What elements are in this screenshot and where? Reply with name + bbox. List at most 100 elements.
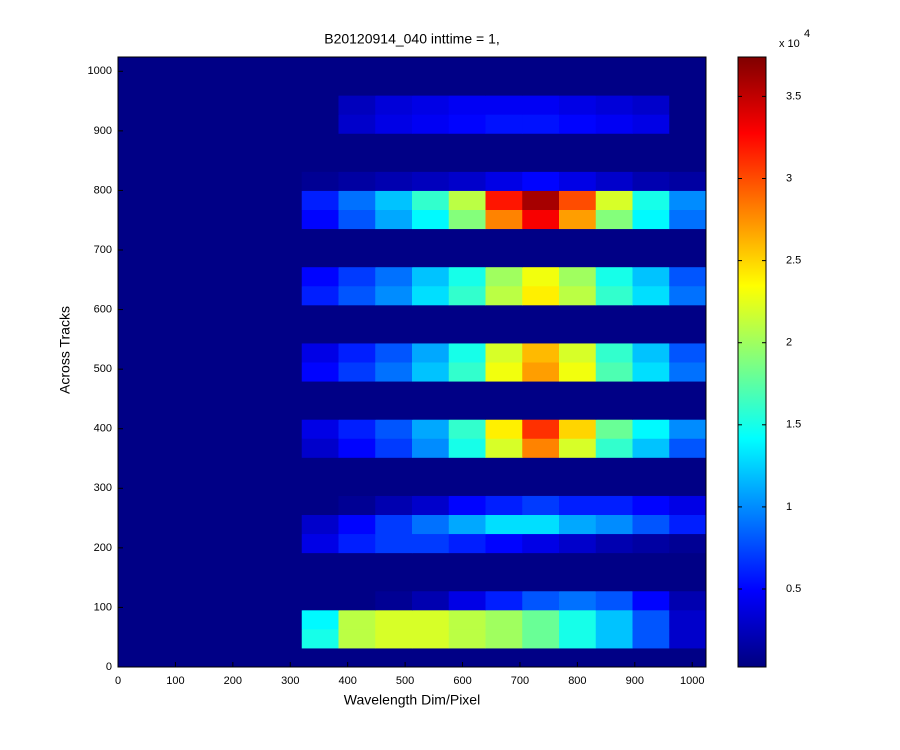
heatmap-cell bbox=[154, 381, 192, 401]
heatmap-cell bbox=[118, 114, 156, 134]
heatmap-cell bbox=[595, 190, 633, 210]
heatmap-cell bbox=[522, 647, 560, 667]
heatmap-cell bbox=[559, 590, 597, 611]
heatmap-cell bbox=[485, 533, 523, 554]
colorbar-tick-label: 2 bbox=[786, 337, 792, 349]
heatmap-cell bbox=[265, 571, 303, 592]
heatmap-cell bbox=[559, 419, 597, 439]
heatmap-cell bbox=[485, 571, 523, 592]
heatmap-cell bbox=[191, 247, 229, 268]
heatmap-cell bbox=[412, 190, 450, 210]
heatmap-cell bbox=[118, 76, 156, 96]
heatmap-cell bbox=[228, 57, 266, 77]
heatmap-cell bbox=[265, 552, 303, 573]
heatmap-cell bbox=[485, 171, 523, 191]
heatmap-cell bbox=[375, 381, 413, 401]
heatmap-cell bbox=[559, 609, 597, 630]
heatmap-cell bbox=[191, 647, 229, 667]
heatmap-cell bbox=[228, 266, 266, 287]
heatmap-cell bbox=[265, 152, 303, 172]
heatmap-cell bbox=[522, 419, 560, 439]
y-tick-label: 1000 bbox=[88, 65, 112, 77]
heatmap-cell bbox=[595, 323, 633, 344]
heatmap-cell bbox=[191, 171, 229, 191]
heatmap-cell bbox=[265, 533, 303, 554]
heatmap-cell bbox=[412, 323, 450, 344]
heatmap-cell bbox=[375, 76, 413, 96]
heatmap-cell bbox=[559, 457, 597, 477]
heatmap-cell bbox=[632, 381, 670, 401]
heatmap-cell bbox=[559, 571, 597, 592]
heatmap-cell bbox=[118, 57, 156, 77]
heatmap-cell bbox=[669, 381, 706, 401]
heatmap-cell bbox=[118, 304, 156, 325]
colorbar-exponent: 4 bbox=[804, 28, 810, 40]
heatmap-cell bbox=[338, 285, 376, 306]
heatmap-cell bbox=[669, 419, 706, 439]
heatmap-cell bbox=[154, 57, 192, 77]
heatmap-cell bbox=[191, 190, 229, 210]
heatmap-cell bbox=[412, 609, 450, 630]
heatmap-cell bbox=[669, 209, 706, 230]
heatmap-cell bbox=[301, 266, 339, 287]
heatmap-cell bbox=[301, 247, 339, 268]
heatmap-cell bbox=[338, 342, 376, 363]
heatmap-cell bbox=[559, 476, 597, 496]
heatmap-cell bbox=[375, 552, 413, 573]
heatmap-cell bbox=[228, 171, 266, 191]
heatmap-cell bbox=[154, 495, 192, 515]
heatmap-cell bbox=[595, 152, 633, 172]
heatmap-cell bbox=[559, 171, 597, 191]
heatmap-cell bbox=[228, 381, 266, 401]
heatmap-cell bbox=[632, 95, 670, 115]
heatmap-cell bbox=[118, 609, 156, 630]
heatmap-cell bbox=[448, 342, 486, 363]
heatmap-cell bbox=[375, 495, 413, 515]
heatmap-cell bbox=[301, 609, 339, 630]
heatmap-cell bbox=[228, 209, 266, 230]
heatmap-cell bbox=[559, 247, 597, 268]
heatmap-cell bbox=[669, 438, 706, 458]
heatmap-cell bbox=[228, 495, 266, 515]
heatmap-cell bbox=[448, 533, 486, 554]
y-tick-label: 700 bbox=[94, 244, 112, 256]
colorbar-tick-label: 0.5 bbox=[786, 583, 801, 595]
heatmap-cell bbox=[632, 552, 670, 573]
heatmap-cell bbox=[485, 628, 523, 649]
heatmap-cell bbox=[485, 247, 523, 268]
heatmap-cell bbox=[375, 590, 413, 611]
heatmap-cell bbox=[559, 438, 597, 458]
heatmap-cell bbox=[118, 209, 156, 230]
heatmap-cell bbox=[301, 457, 339, 477]
heatmap-cell bbox=[632, 419, 670, 439]
heatmap-cell bbox=[632, 609, 670, 630]
heatmap-cell bbox=[118, 514, 156, 535]
heatmap-cell bbox=[522, 476, 560, 496]
x-tick-label: 400 bbox=[339, 675, 357, 687]
heatmap-cell bbox=[301, 285, 339, 306]
heatmap-cell bbox=[448, 171, 486, 191]
heatmap-cell bbox=[485, 400, 523, 420]
heatmap-cell bbox=[412, 266, 450, 287]
heatmap-cell bbox=[191, 552, 229, 573]
heatmap-cell bbox=[338, 419, 376, 439]
heatmap-cell bbox=[375, 247, 413, 268]
heatmap-cell bbox=[154, 457, 192, 477]
heatmap-cell bbox=[485, 190, 523, 210]
heatmap-cell bbox=[412, 133, 450, 153]
heatmap-cell bbox=[412, 590, 450, 611]
heatmap-cell bbox=[228, 476, 266, 496]
heatmap-cell bbox=[338, 152, 376, 172]
heatmap-cell bbox=[485, 285, 523, 306]
heatmap-cell bbox=[191, 114, 229, 134]
heatmap-cell bbox=[154, 247, 192, 268]
heatmap-cell bbox=[338, 438, 376, 458]
heatmap-cell bbox=[338, 362, 376, 382]
heatmap-cell bbox=[301, 57, 339, 77]
heatmap-cell bbox=[448, 571, 486, 592]
heatmap-cell bbox=[265, 247, 303, 268]
heatmap-cell bbox=[412, 247, 450, 268]
heatmap-cell bbox=[522, 362, 560, 382]
heatmap-cell bbox=[301, 647, 339, 667]
heatmap-cell bbox=[595, 285, 633, 306]
